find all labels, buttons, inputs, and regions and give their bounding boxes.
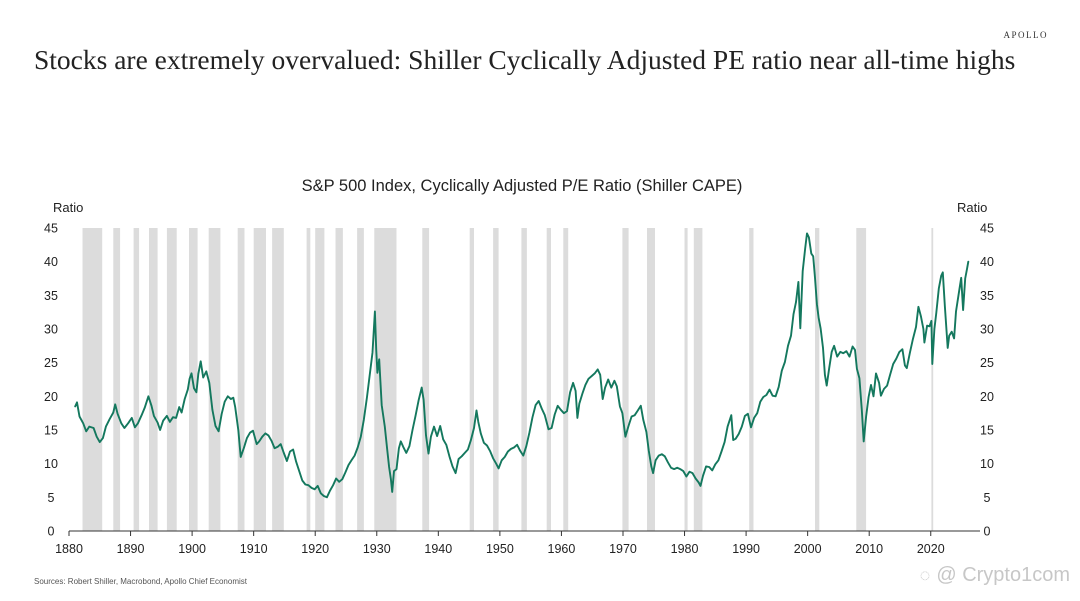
recession-band: [622, 228, 629, 531]
recession-band: [469, 228, 474, 531]
y-tick-label-left: 15: [44, 424, 58, 438]
x-tick-label: 1960: [548, 542, 576, 556]
x-tick-label: 1910: [240, 542, 268, 556]
x-tick-label: 2000: [794, 542, 822, 556]
recession-band: [647, 228, 655, 531]
brand-logo: APOLLO: [1003, 30, 1048, 40]
recession-band: [856, 228, 867, 531]
recession-band: [306, 228, 311, 531]
y-tick-label-left: 25: [44, 356, 58, 370]
sources-note: Sources: Robert Shiller, Macrobond, Apol…: [34, 577, 247, 586]
x-tick-label: 2010: [855, 542, 883, 556]
y-axis-label-right: Ratio: [957, 200, 987, 215]
recession-band: [272, 228, 284, 531]
x-tick-label: 1990: [732, 542, 760, 556]
y-tick-label-right: 45: [980, 222, 994, 236]
recession-band: [149, 228, 158, 531]
recession-band: [335, 228, 343, 531]
weibo-eye-icon: ◌: [919, 565, 931, 585]
recession-band: [253, 228, 266, 531]
recession-band: [684, 228, 688, 531]
x-tick-label: 1970: [609, 542, 637, 556]
page-title: Stocks are extremely overvalued: Shiller…: [34, 44, 1016, 75]
y-tick-label-right: 15: [980, 424, 994, 438]
series-layer: [74, 232, 970, 499]
x-tick-label: 1880: [55, 542, 83, 556]
recession-band: [208, 228, 221, 531]
y-tick-label-left: 10: [44, 457, 58, 471]
recession-band: [166, 228, 177, 531]
y-tick-label-right: 10: [980, 457, 994, 471]
recession-band: [815, 228, 820, 531]
axis-ticks: 1880 1890 1900 1910 1920 1930 1940 1950 1960 1970…: [44, 222, 994, 557]
watermark-text: @ Crypto1com: [936, 564, 1070, 586]
recession-band: [749, 228, 754, 531]
y-tick-label-right: 5: [984, 491, 991, 505]
y-tick-label-left: 20: [44, 390, 58, 404]
y-tick-label-right: 0: [984, 525, 991, 539]
watermark: ◌ @ Crypto1com: [920, 564, 1070, 587]
recession-band: [521, 228, 527, 531]
x-tick-label: 1920: [301, 542, 329, 556]
y-tick-label-left: 35: [44, 289, 58, 303]
y-tick-label-left: 45: [44, 222, 58, 236]
chart-title: S&P 500 Index, Cyclically Adjusted P/E R…: [302, 177, 743, 195]
y-tick-label-left: 5: [48, 491, 55, 505]
recession-band: [422, 228, 430, 531]
x-tick-label: 2020: [917, 542, 945, 556]
x-tick-label: 1940: [424, 542, 452, 556]
y-tick-label-right: 35: [980, 289, 994, 303]
recession-band: [82, 228, 103, 531]
recession-band: [113, 228, 121, 531]
axes: S&P 500 Index, Cyclically Adjusted P/E R…: [53, 177, 987, 215]
y-tick-label-left: 0: [48, 525, 55, 539]
recession-band: [133, 228, 140, 531]
y-tick-label-left: 40: [44, 255, 58, 269]
x-tick-label: 1980: [671, 542, 699, 556]
x-tick-label: 1950: [486, 542, 514, 556]
recession-band: [563, 228, 569, 531]
recession-bands: [82, 228, 934, 531]
series-line-cape: [74, 232, 970, 499]
recession-band: [693, 228, 703, 531]
recession-band: [931, 228, 934, 531]
recession-band: [315, 228, 325, 531]
y-tick-label-right: 25: [980, 356, 994, 370]
y-tick-label-right: 30: [980, 323, 994, 337]
recession-band: [357, 228, 364, 531]
recession-band: [237, 228, 245, 531]
y-tick-label-left: 30: [44, 323, 58, 337]
x-tick-label: 1930: [363, 542, 391, 556]
y-axis-label-left: Ratio: [53, 200, 83, 215]
x-tick-label: 1890: [117, 542, 145, 556]
x-tick-label: 1900: [178, 542, 206, 556]
y-tick-label-right: 20: [980, 390, 994, 404]
recession-band: [374, 228, 397, 531]
recession-band: [493, 228, 499, 531]
y-tick-label-right: 40: [980, 255, 994, 269]
recession-band: [546, 228, 551, 531]
